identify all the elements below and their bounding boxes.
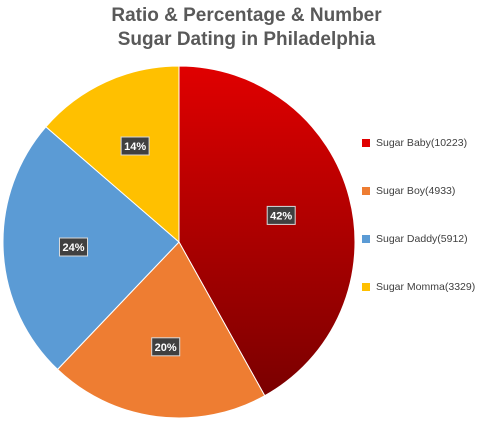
data-label: 20% (151, 337, 181, 357)
data-label: 42% (266, 205, 296, 225)
pie-slice-sugar-baby (178, 65, 356, 397)
data-label: 14% (120, 136, 150, 156)
legend-swatch (362, 139, 370, 147)
chart-title-line-1: Ratio & Percentage & Number (111, 5, 382, 26)
legend-swatch (362, 235, 370, 243)
data-label-text: 20% (155, 342, 177, 354)
legend-item-sugar-daddy: Sugar Daddy(5912) (362, 232, 468, 246)
chart-title-line-2: Sugar Dating in Philadelphia (117, 29, 376, 50)
data-label-text: 14% (124, 141, 146, 153)
legend-label: Sugar Daddy(5912) (376, 233, 468, 245)
legend-label: Sugar Baby(10223) (376, 137, 468, 149)
legend-swatch (362, 187, 370, 195)
data-label-box (266, 205, 296, 225)
data-label-text: 24% (62, 242, 84, 254)
pie-slices (2, 65, 356, 419)
data-label-box (59, 237, 88, 257)
legend-swatch (362, 283, 370, 291)
pie-slice-sugar-boy (56, 241, 266, 419)
data-label: 24% (59, 237, 88, 257)
data-label-text: 42% (270, 210, 292, 222)
pie-slice-sugar-momma (45, 65, 180, 244)
legend-item-sugar-momma: Sugar Momma(3329) (362, 280, 475, 294)
chart-title: Ratio & Percentage & Number Sugar Dating… (0, 4, 493, 52)
legend-label: Sugar Momma(3329) (376, 281, 476, 293)
pie-data-labels: 42% 20% 24% 14% (59, 136, 296, 357)
legend-item-sugar-boy: Sugar Boy(4933) (362, 184, 455, 198)
data-label-box (151, 337, 181, 357)
data-label-box (120, 136, 150, 156)
legend-label: Sugar Boy(4933) (376, 185, 456, 197)
legend-item-sugar-baby: Sugar Baby(10223) (362, 136, 467, 150)
pie-slice-sugar-daddy (2, 126, 180, 371)
